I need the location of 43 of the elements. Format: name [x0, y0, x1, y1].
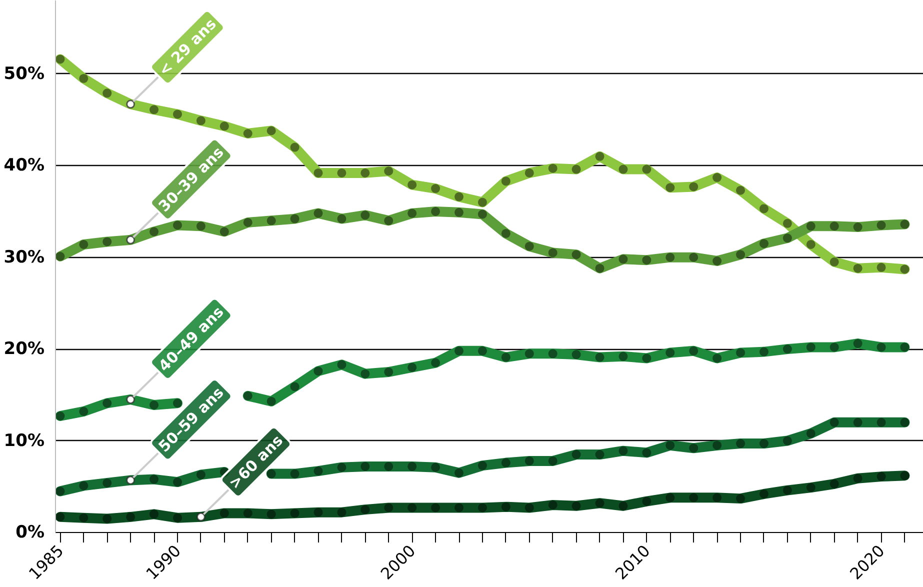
y-tick-label: 20%	[4, 339, 45, 360]
point	[689, 493, 698, 502]
y-tick-label: 10%	[4, 430, 45, 451]
point	[337, 508, 346, 517]
y-tick-label: 50%	[4, 64, 45, 84]
point	[642, 496, 652, 506]
point	[759, 489, 768, 498]
point	[408, 503, 417, 512]
point	[572, 501, 581, 510]
point	[454, 503, 464, 512]
point	[266, 510, 276, 519]
point	[290, 508, 300, 518]
point	[102, 514, 112, 524]
point	[431, 503, 440, 512]
point	[524, 503, 534, 512]
point	[478, 503, 487, 512]
y-tick-label: 0%	[16, 522, 45, 542]
point	[666, 493, 675, 502]
text: < 29 ans	[155, 14, 220, 80]
point	[79, 513, 88, 522]
point	[501, 502, 510, 512]
point	[126, 512, 136, 522]
point	[806, 483, 816, 492]
point	[56, 512, 65, 522]
point	[900, 471, 910, 480]
y-tick-label: 30%	[4, 247, 45, 268]
point	[243, 508, 252, 518]
point	[314, 508, 323, 517]
point	[360, 505, 370, 514]
point	[853, 474, 862, 483]
point	[712, 493, 722, 502]
point	[782, 486, 792, 495]
y-tick-label: 40%	[4, 156, 45, 176]
point	[618, 501, 628, 510]
point	[548, 500, 558, 510]
point	[172, 513, 182, 522]
point	[595, 498, 604, 508]
point	[830, 479, 839, 488]
point	[220, 508, 229, 518]
point	[150, 510, 159, 519]
point	[876, 472, 886, 482]
point	[736, 494, 746, 504]
point	[384, 503, 394, 512]
